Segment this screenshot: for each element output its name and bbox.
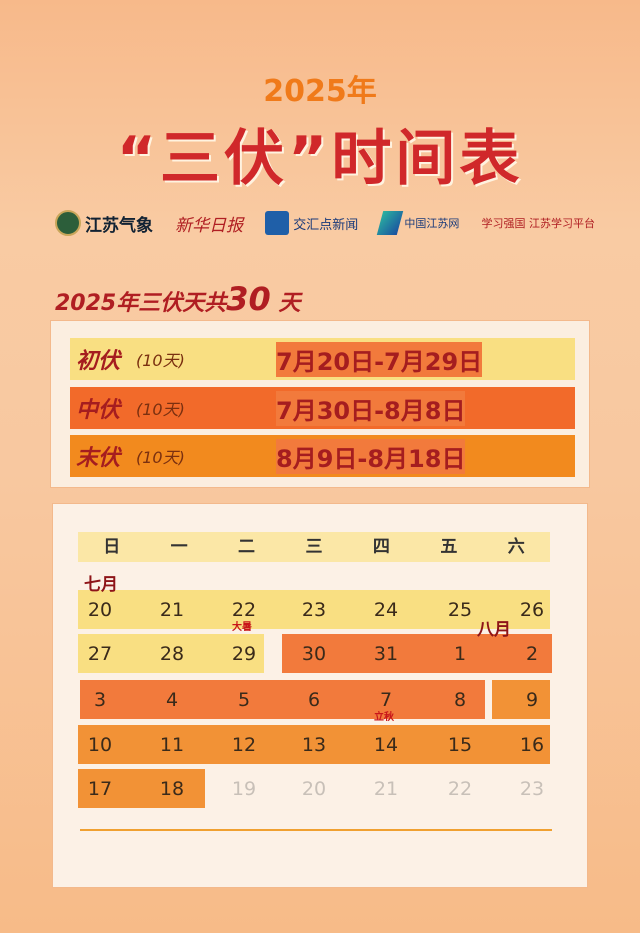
weekday: 六: [507, 537, 525, 557]
calendar-day: 12: [231, 734, 257, 756]
calendar-day: 9: [525, 689, 539, 711]
calendar-day: 21: [373, 778, 399, 800]
calendar-day: 8: [453, 689, 467, 711]
zhongfu-bar: [282, 634, 552, 673]
calendar-day: 30: [301, 643, 327, 665]
solar-term-liqiu: 立秋: [374, 712, 394, 723]
calendar-day: 15: [447, 734, 473, 756]
calendar-day: 22: [231, 599, 257, 621]
calendar-day: 25: [447, 599, 473, 621]
partner-logos: 江苏气象 新华日报 交汇点新闻 中国江苏网 学习强国 江苏学习平台: [55, 207, 595, 239]
summary-count: 30: [226, 280, 271, 318]
calendar-day: 2: [525, 643, 539, 665]
calendar-day: 23: [519, 778, 545, 800]
calendar-day: 20: [301, 778, 327, 800]
calendar-day: 23: [301, 599, 327, 621]
weekday: 五: [440, 537, 458, 557]
divider: [80, 829, 552, 831]
calendar-day: 29: [231, 643, 257, 665]
logo-xinhua-daily: 新华日报: [175, 215, 244, 236]
logo-jschina: 中国江苏网: [377, 211, 459, 235]
summary-prefix: 2025年三伏天共: [55, 291, 227, 316]
solar-term-dashu: 大暑: [232, 622, 252, 633]
calendar-day: 26: [519, 599, 545, 621]
weekday: 一: [170, 537, 188, 557]
month-label-july: 七月: [84, 575, 118, 595]
calendar-day: 27: [87, 643, 113, 665]
calendar-day: 5: [237, 689, 251, 711]
chufu-bar: [78, 590, 550, 629]
period-chufu: 初伏 (10天) 7月20日-7月29日: [70, 338, 575, 380]
calendar-day: 19: [231, 778, 257, 800]
weekday-header: 日 一 二 三 四 五 六: [78, 532, 550, 562]
calendar-day: 10: [87, 734, 113, 756]
chufu-bar: [78, 634, 264, 673]
calendar-day: 21: [159, 599, 185, 621]
mofu-bar: [78, 769, 205, 808]
calendar-day: 14: [373, 734, 399, 756]
weekday: 日: [103, 537, 121, 557]
mofu-bar: [78, 725, 550, 764]
weekday: 二: [238, 537, 256, 557]
calendar-day: 28: [159, 643, 185, 665]
month-label-august: 八月: [477, 620, 511, 640]
calendar-day: 11: [159, 734, 185, 756]
logo-jiaohuidian: 交汇点新闻: [265, 211, 358, 235]
summary-suffix: 天: [278, 291, 301, 316]
logo-xuexi: 学习强国 江苏学习平台: [481, 217, 595, 230]
calendar-day: 18: [159, 778, 185, 800]
calendar-day: 13: [301, 734, 327, 756]
calendar-day: 6: [307, 689, 321, 711]
period-zhongfu: 中伏 (10天) 7月30日-8月8日: [70, 387, 575, 429]
logo-jiangsu-weather: 江苏气象: [55, 210, 153, 236]
calendar-day: 20: [87, 599, 113, 621]
calendar-day: 1: [453, 643, 467, 665]
calendar-day: 24: [373, 599, 399, 621]
year-heading: 2025年: [263, 74, 377, 109]
page-title: “三伏”时间表: [116, 124, 524, 194]
calendar-day: 4: [165, 689, 179, 711]
jschina-icon: [377, 211, 404, 235]
calendar-day: 3: [93, 689, 107, 711]
calendar-day: 7: [379, 689, 393, 711]
mofu-bar: [492, 680, 550, 719]
jiaohuidian-icon: [265, 211, 290, 235]
weekday: 四: [372, 537, 390, 557]
weekday: 三: [305, 537, 323, 557]
zhongfu-bar: [80, 680, 485, 719]
calendar-day: 22: [447, 778, 473, 800]
weather-emblem-icon: [55, 210, 81, 236]
summary-heading: 2025年三伏天共30 天: [55, 280, 300, 318]
calendar-day: 31: [373, 643, 399, 665]
calendar-day: 16: [519, 734, 545, 756]
period-mofu: 末伏 (10天) 8月9日-8月18日: [70, 435, 575, 477]
calendar-day: 17: [87, 778, 113, 800]
